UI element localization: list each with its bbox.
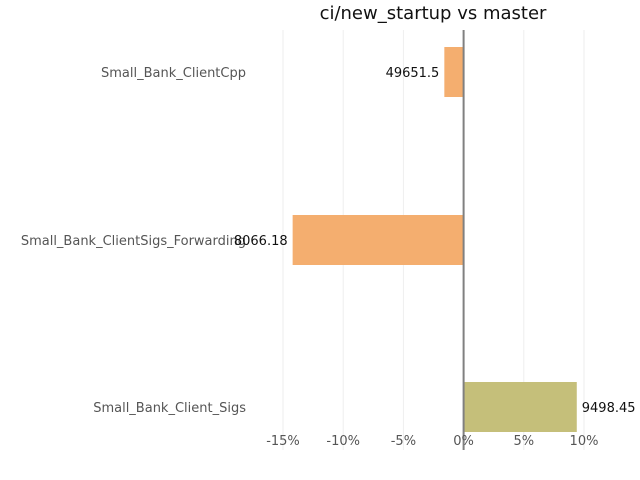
x-tick-label: -10% — [326, 434, 360, 449]
category-label: Small_Bank_ClientCpp — [101, 66, 246, 81]
x-tick-label: 10% — [570, 434, 599, 449]
value-label: 9498.45 — [582, 401, 636, 416]
x-tick-label: 0% — [453, 434, 474, 449]
labels: -15% -10% -5% 0% 5% 10% Small_Bank_ClientCpp 49… — [21, 66, 636, 449]
x-tick-label: 5% — [513, 434, 534, 449]
value-label: 8066.18 — [234, 234, 288, 249]
category-label: Small_Bank_Client_Sigs — [93, 401, 246, 416]
category-label: Small_Bank_ClientSigs_Forwarding — [21, 234, 246, 249]
bars — [292, 47, 577, 432]
value-label: 49651.5 — [386, 66, 440, 81]
chart-title: ci/new_startup vs master — [320, 3, 547, 24]
x-tick-label: -15% — [266, 434, 300, 449]
bar — [463, 382, 577, 432]
bar — [292, 215, 464, 265]
x-tick-label: -5% — [391, 434, 416, 449]
bar — [444, 47, 464, 97]
